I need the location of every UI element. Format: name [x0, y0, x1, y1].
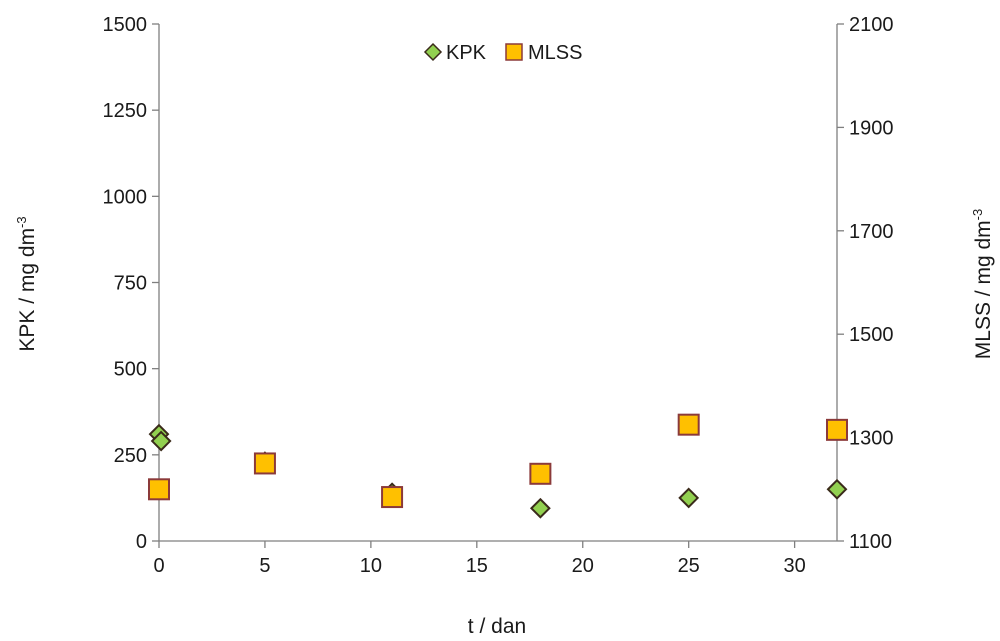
- y2-tick-label: 1300: [849, 428, 894, 450]
- x-tick-label: 0: [153, 555, 164, 577]
- y2-tick-label: 1700: [849, 221, 894, 243]
- mlss-point: [381, 486, 404, 509]
- x-axis-title: t / dan: [468, 615, 526, 638]
- x-tick-label: 20: [572, 555, 594, 577]
- y-tick-label: 1000: [103, 186, 148, 208]
- y-tick-label: 750: [114, 273, 147, 295]
- legend: KPK MLSS: [423, 42, 582, 64]
- y-tick-label: 1250: [103, 100, 148, 122]
- y2-tick-label: 1900: [849, 117, 894, 139]
- y2-axis-title: MLSS / mg dm-3: [970, 209, 995, 359]
- x-tick-label: 5: [259, 555, 270, 577]
- mlss-point: [148, 478, 170, 501]
- x-tick-label: 25: [678, 555, 700, 577]
- legend-kpk-marker: [423, 42, 443, 62]
- mlss-point: [826, 418, 848, 441]
- tick-labels: 0250500750100012501500110013001500170019…: [103, 14, 894, 577]
- y-tick-label: 1500: [103, 14, 148, 36]
- legend-mlss-label: MLSS: [528, 42, 582, 64]
- y2-tick-label: 1500: [849, 324, 894, 346]
- y-axis-title: KPK / mg dm-3: [14, 216, 39, 351]
- y2-tick-label: 1100: [849, 531, 892, 553]
- x-tick-label: 10: [360, 555, 382, 577]
- x-tick-label: 30: [784, 555, 806, 577]
- y2-tick-label: 2100: [849, 14, 894, 36]
- legend-kpk-label: KPK: [446, 42, 487, 64]
- y-tick-label: 500: [114, 359, 147, 381]
- data-points: [148, 413, 848, 519]
- mlss-point: [677, 413, 700, 436]
- kpk-point: [150, 430, 172, 452]
- y-tick-label: 250: [114, 445, 147, 467]
- kpk-point: [529, 497, 551, 519]
- mlss-point: [529, 462, 552, 485]
- x-tick-label: 15: [466, 555, 488, 577]
- kpk-point: [678, 487, 700, 509]
- legend-mlss-marker: [505, 43, 523, 61]
- kpk-point: [826, 478, 848, 500]
- y-tick-label: 0: [136, 531, 147, 553]
- mlss-point: [253, 452, 276, 475]
